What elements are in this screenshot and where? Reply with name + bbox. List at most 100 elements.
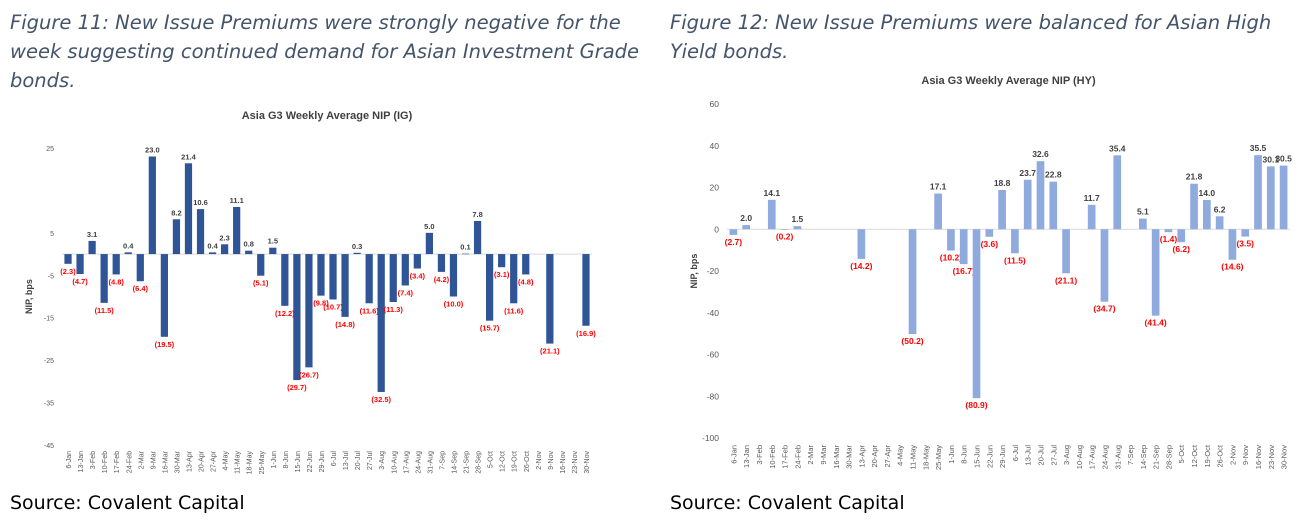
x-tick-label-23-Nov: 23-Nov: [1267, 445, 1276, 469]
x-tick-label-31-Aug: 31-Aug: [1113, 445, 1122, 469]
figure-12-source: Source: Covalent Capital: [670, 492, 905, 514]
x-tick-label-27-Jul: 27-Jul: [367, 451, 374, 471]
data-label-16-Mar: (19.5): [155, 340, 175, 349]
x-tick-label-5-Oct: 5-Oct: [1177, 444, 1186, 463]
x-tick-label-29-Jun: 29-Jun: [998, 445, 1007, 468]
bar-3-Feb: [88, 240, 96, 255]
x-tick-label-11-May: 11-May: [909, 445, 918, 470]
x-tick-label-15-Jun: 15-Jun: [973, 445, 982, 468]
data-label-9-Nov: (21.1): [540, 347, 560, 356]
x-tick-label-22-Jun: 22-Jun: [307, 451, 314, 473]
data-label-13-Jul: 23.7: [1019, 168, 1036, 178]
bar-8-Jun: [281, 254, 289, 306]
y-tick-label: -20: [707, 266, 720, 276]
x-tick-label-16-Nov: 16-Nov: [560, 451, 567, 474]
x-tick-label-16-Nov: 16-Nov: [1254, 445, 1263, 469]
x-tick-label-14-Sep: 14-Sep: [451, 451, 458, 474]
x-tick-label-10-Feb: 10-Feb: [768, 445, 777, 469]
x-tick-label-28-Sep: 28-Sep: [476, 451, 483, 474]
data-label-13-Apr: 21.4: [181, 152, 196, 161]
x-tick-label-19-Oct: 19-Oct: [1203, 444, 1212, 467]
bar-13-Jul: [1023, 179, 1032, 230]
bar-17-Feb: [112, 254, 120, 275]
x-tick-label-30-Mar: 30-Mar: [845, 445, 854, 469]
x-tick-label-5-Oct: 5-Oct: [488, 451, 495, 468]
y-tick-label: -40: [707, 308, 720, 318]
bar-2-Nov: [1228, 229, 1237, 260]
data-label-9-Mar: 23.0: [145, 145, 160, 154]
x-tick-label-10-Aug: 10-Aug: [391, 451, 398, 474]
x-tick-label-25-May: 25-May: [259, 451, 266, 475]
data-label-26-Oct: (4.8): [518, 277, 534, 286]
bar-14-Sep: [449, 254, 458, 297]
data-label-2-Mar: (6.4): [133, 284, 149, 293]
x-tick-label-10-Feb: 10-Feb: [102, 451, 109, 473]
data-label-17-Aug: (7.4): [398, 288, 414, 297]
x-tick-label-25-May: 25-May: [934, 445, 943, 470]
bar-3-Aug: [1062, 229, 1070, 274]
bar-11-May: [908, 229, 917, 335]
data-label-31-Aug: 5.0: [424, 222, 434, 231]
bar-24-Feb: [124, 252, 132, 255]
x-tick-label-9-Nov: 9-Nov: [548, 451, 555, 470]
data-label-19-Oct: (11.6): [504, 306, 524, 315]
x-tick-label-4-May: 4-May: [223, 451, 230, 471]
bar-20-Jul: [1036, 161, 1045, 230]
bar-27-Jul: [1049, 181, 1058, 230]
data-label-16-Nov: 35.5: [1250, 143, 1267, 153]
bar-13-Jan: [742, 225, 751, 230]
bar-21-Sep: [461, 253, 470, 255]
data-label-20-Jul: 0.3: [352, 242, 362, 251]
x-tick-label-13-Apr: 13-Apr: [186, 450, 193, 472]
x-tick-label-20-Jul: 20-Jul: [1036, 445, 1045, 466]
x-tick-label-8-Jun: 8-Jun: [960, 445, 969, 464]
data-label-13-Jan: 2.0: [740, 213, 752, 223]
data-label-15-Jun: (29.7): [287, 383, 307, 392]
data-label-10-Feb: 14.1: [764, 188, 781, 198]
x-tick-label-9-Mar: 9-Mar: [150, 450, 157, 469]
data-label-27-Jul: 22.8: [1045, 170, 1062, 180]
x-tick-label-18-May: 18-May: [247, 451, 254, 475]
bar-4-May: [221, 244, 229, 255]
data-label-12-Oct: 21.8: [1186, 172, 1203, 182]
x-tick-label-3-Feb: 3-Feb: [90, 451, 97, 469]
data-label-20-Apr: 10.6: [193, 198, 208, 207]
x-tick-label-28-Sep: 28-Sep: [1164, 445, 1173, 469]
bar-27-Jul: [365, 254, 373, 304]
bar-21-Sep: [1151, 229, 1160, 316]
data-label-10-Feb: (11.5): [95, 306, 115, 315]
data-label-28-Sep: (1.4): [1160, 234, 1178, 244]
bar-6-Jan: [64, 254, 72, 264]
bar-28-Sep: [1164, 229, 1173, 233]
chart-title: Asia G3 Weekly Average NIP (HY): [921, 75, 1096, 87]
x-tick-label-6-Jan: 6-Jan: [66, 451, 73, 469]
bar-19-Oct: [510, 254, 518, 304]
bar-6-Jan: [729, 229, 738, 235]
bar-20-Jul: [353, 252, 361, 255]
x-tick-label-16-Mar: 16-Mar: [832, 445, 841, 469]
bar-18-May: [245, 250, 253, 255]
x-tick-label-31-Aug: 31-Aug: [427, 451, 434, 474]
x-tick-label-15-Jun: 15-Jun: [295, 451, 302, 473]
x-tick-label-17-Feb: 17-Feb: [781, 445, 790, 469]
data-label-31-Aug: 35.4: [1109, 143, 1126, 153]
x-tick-label-26-Oct: 26-Oct: [1216, 444, 1225, 467]
bar-3-Aug: [377, 254, 385, 392]
figure-11-caption: Figure 11: New Issue Premiums were stron…: [10, 11, 640, 92]
bar-31-Aug: [425, 232, 433, 255]
x-tick-label-20-Jul: 20-Jul: [355, 451, 362, 471]
x-tick-label-19-Oct: 19-Oct: [512, 451, 519, 472]
y-axis-label: NIP, bps: [689, 254, 699, 289]
bar-11-May: [233, 206, 241, 255]
x-tick-label-8-Jun: 8-Jun: [283, 451, 290, 469]
bar-24-Aug: [413, 254, 421, 269]
data-label-24-Aug: (3.4): [410, 271, 426, 280]
data-label-12-Oct: (3.1): [494, 270, 510, 279]
bar-1-Jun: [269, 247, 277, 255]
y-tick-label: -45: [44, 443, 54, 450]
data-label-27-Apr: 0.4: [207, 241, 218, 250]
bar-6-Jul: [1011, 229, 1019, 254]
bar-29-Jun: [998, 190, 1006, 230]
y-tick-label: -5: [48, 273, 54, 280]
figure-11-panel: Figure 11: New Issue Premiums were stron…: [10, 11, 640, 514]
